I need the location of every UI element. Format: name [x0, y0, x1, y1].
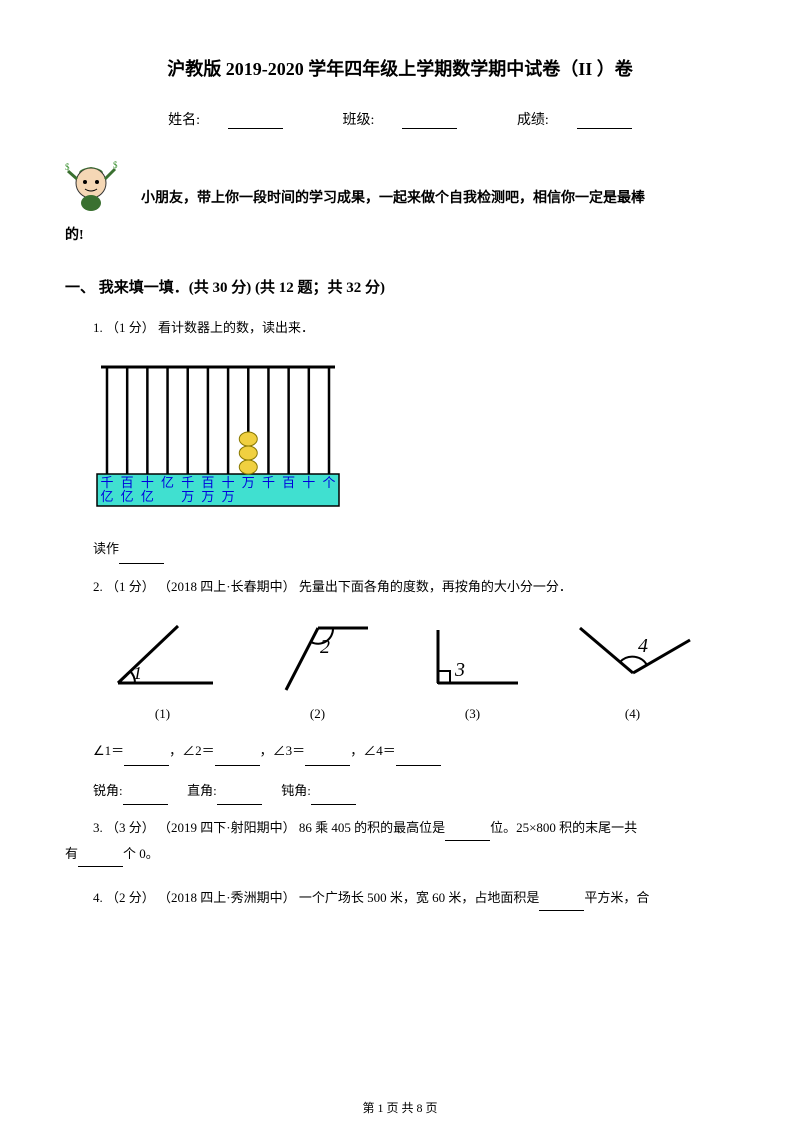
question-1: 1. （1 分） 看计数器上的数，读出来．: [65, 315, 735, 341]
svg-text:万: 万: [201, 489, 214, 504]
svg-text:亿: 亿: [141, 489, 154, 504]
angle-2: 2 (2): [258, 618, 378, 722]
exam-title: 沪教版 2019-2020 学年四年级上学期数学期中试卷（II ）卷: [65, 55, 735, 81]
svg-text:百: 百: [282, 475, 295, 490]
svg-text:4: 4: [638, 635, 648, 657]
svg-text:亿: 亿: [121, 489, 134, 504]
svg-text:亿: 亿: [161, 475, 174, 490]
question-4: 4. （2 分） （2018 四上·秀洲期中） 一个广场长 500 米，宽 60…: [65, 885, 735, 911]
intro-text-1: 小朋友，带上你一段时间的学习成果，一起来做个自我检测吧，相信你一定是最棒: [141, 184, 735, 215]
svg-text:千: 千: [100, 475, 113, 490]
abacus-diagram: 千亿百亿十亿亿千万百万十万万千百十个: [93, 359, 735, 514]
svg-text:十: 十: [222, 475, 235, 490]
svg-text:万: 万: [242, 475, 255, 490]
svg-text:百: 百: [121, 475, 134, 490]
svg-text:十: 十: [141, 475, 154, 490]
intro-row: $ $ 小朋友，带上你一段时间的学习成果，一起来做个自我检测吧，相信你一定是最棒: [65, 157, 735, 215]
angle-4: 4 (4): [568, 618, 698, 722]
angle-1: 1 (1): [103, 618, 223, 722]
angle-3: 3 (3): [413, 618, 533, 722]
score-label: 成绩:: [503, 113, 646, 128]
question-3: 3. （3 分） （2019 四下·射阳期中） 86 乘 405 的积的最高位是…: [65, 815, 735, 841]
question-3-cont: 有个 0。: [65, 841, 735, 867]
svg-text:个: 个: [322, 475, 335, 490]
svg-text:1: 1: [133, 663, 142, 683]
svg-text:$: $: [65, 162, 70, 172]
angles-row: 1 (1) 2 (2) 3 (3) 4 (4): [65, 618, 735, 722]
section-1-title: 一、 我来填一填．(共 30 分) (共 12 题；共 32 分): [65, 276, 735, 297]
svg-text:千: 千: [181, 475, 194, 490]
student-info-row: 姓名: 班级: 成绩:: [65, 109, 735, 129]
class-label: 班级:: [329, 113, 472, 128]
svg-text:亿: 亿: [100, 489, 113, 504]
svg-text:十: 十: [302, 475, 315, 490]
svg-text:万: 万: [181, 489, 194, 504]
q2-angle-types: 锐角: 直角: 钝角:: [65, 776, 735, 806]
svg-text:万: 万: [222, 489, 235, 504]
svg-text:$: $: [113, 160, 118, 170]
mascot-icon: $ $: [65, 157, 123, 215]
name-label: 姓名:: [154, 113, 297, 128]
svg-text:千: 千: [262, 475, 275, 490]
q2-angle-values: ∠1＝，∠2＝，∠3＝，∠4＝: [65, 736, 735, 766]
q1-read-answer: 读作: [65, 534, 735, 564]
question-2: 2. （1 分） （2018 四上·长春期中） 先量出下面各角的度数，再按角的大…: [65, 574, 735, 600]
page-footer: 第 1 页 共 8 页: [0, 1099, 800, 1116]
svg-text:3: 3: [454, 659, 465, 681]
svg-text:百: 百: [201, 475, 214, 490]
intro-text-2: 的!: [65, 221, 735, 252]
svg-text:2: 2: [320, 636, 330, 658]
